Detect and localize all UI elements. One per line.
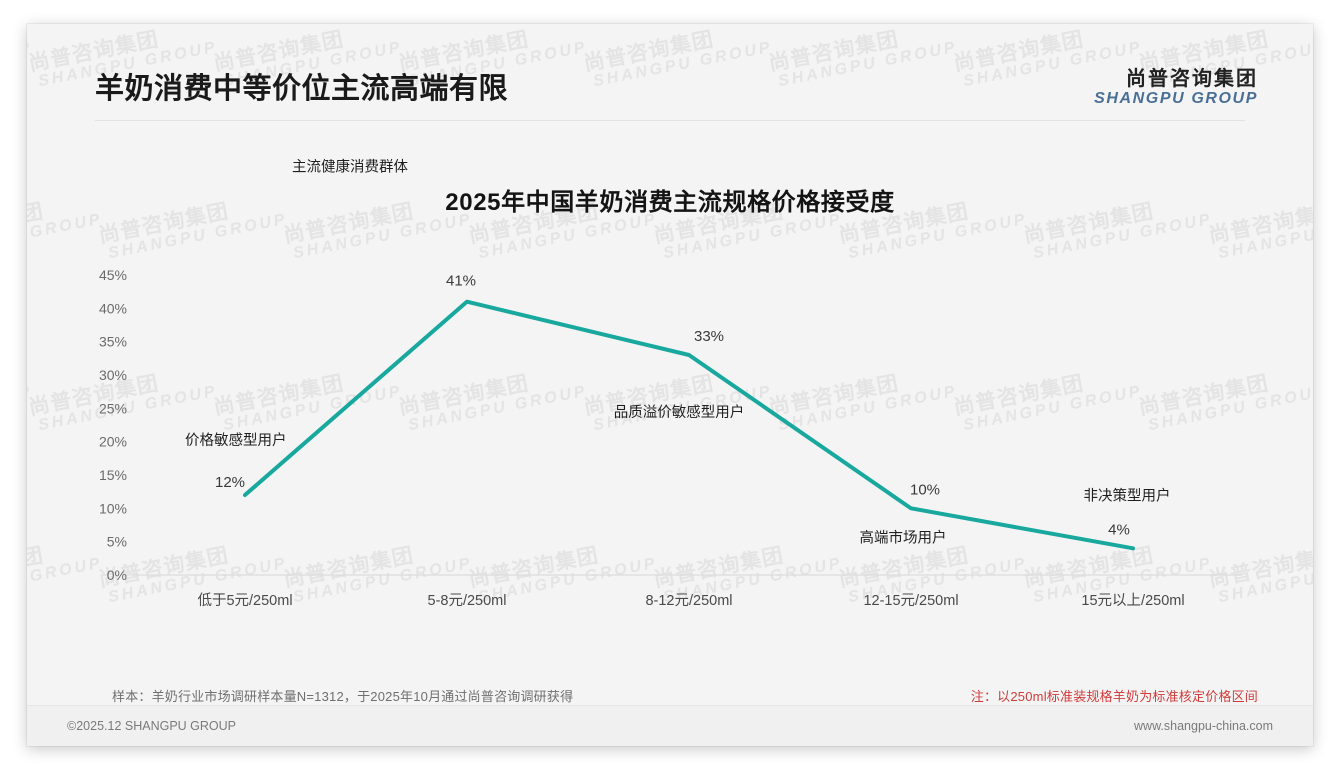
- y-axis-tick-label: 45%: [99, 267, 127, 283]
- header-divider: [95, 120, 1245, 121]
- series-line: [243, 299, 1135, 551]
- y-axis-tick-label: 40%: [99, 300, 127, 316]
- data-point-label: 10%: [910, 481, 940, 498]
- brand-logo: 尚普咨询集团 SHANGPU GROUP: [1094, 68, 1258, 108]
- data-point-label: 41%: [446, 273, 476, 290]
- chart-annotation: 非决策型用户: [1084, 487, 1171, 504]
- data-line: [243, 299, 1135, 551]
- x-axis-tick-label: 5-8元/250ml: [428, 593, 507, 609]
- sample-note: 样本：羊奶行业市场调研样本量N=1312，于2025年10月通过尚普咨询调研获得: [112, 689, 574, 704]
- chart-annotation: 主流健康消费群体: [292, 159, 408, 176]
- y-axis-ticks: 45% 40% 35% 30% 25% 20% 15% 10% 5% 0%: [99, 267, 127, 583]
- y-axis-tick-label: 25%: [99, 400, 127, 416]
- footer-website: www.shangpu-china.com: [1134, 719, 1273, 733]
- x-axis-labels: 低于5元/250ml 5-8元/250ml 8-12元/250ml 12-15元/25…: [197, 592, 1184, 609]
- footer-copyright: ©2025.12 SHANGPU GROUP: [67, 719, 236, 733]
- remark-note: 注：以250ml标准装规格羊奶为标准核定价格区间: [970, 689, 1258, 704]
- data-point-label: 12%: [215, 474, 245, 491]
- y-axis-tick-label: 0%: [107, 567, 127, 583]
- data-point-label: 4%: [1108, 521, 1130, 538]
- chart-title: 2025年中国羊奶消费主流规格价格接受度: [445, 189, 895, 216]
- chart-annotation: 价格敏感型用户: [185, 432, 287, 449]
- y-axis-tick-label: 30%: [99, 367, 127, 383]
- data-point-label: 33%: [694, 328, 724, 345]
- slide-header: 羊奶消费中等价位主流高端有限 尚普咨询集团 SHANGPU GROUP: [27, 24, 1313, 122]
- chart-annotation: 高端市场用户: [860, 529, 947, 546]
- brand-name-en: SHANGPU GROUP: [1094, 90, 1258, 108]
- y-axis-tick-label: 15%: [99, 467, 127, 483]
- y-axis-tick-label: 20%: [99, 434, 127, 450]
- x-axis-tick-label: 15元以上/250ml: [1081, 592, 1184, 609]
- y-axis-tick-label: 35%: [99, 334, 127, 350]
- brand-name-cn: 尚普咨询集团: [1126, 68, 1258, 90]
- chart-area: 45% 40% 35% 30% 25% 20% 15% 10% 5% 0% 低于5元/250ml 5…: [27, 24, 1313, 746]
- y-axis-tick-label: 5%: [107, 534, 127, 550]
- y-axis-tick-label: 10%: [99, 500, 127, 516]
- x-axis-tick-label: 8-12元/250ml: [645, 593, 732, 609]
- chart-annotation: 品质溢价敏感型用户: [614, 404, 745, 421]
- x-axis-tick-label: 12-15元/250ml: [863, 593, 958, 609]
- line-chart: 45% 40% 35% 30% 25% 20% 15% 10% 5% 0% 低于5元/250ml 5…: [99, 159, 1242, 609]
- data-value-labels: 12% 41% 33% 10% 4%: [215, 273, 1130, 539]
- slide-footer: ©2025.12 SHANGPU GROUP www.shangpu-china…: [27, 705, 1313, 746]
- page-title: 羊奶消费中等价位主流高端有限: [95, 73, 509, 105]
- x-axis-tick-label: 低于5元/250ml: [197, 592, 292, 609]
